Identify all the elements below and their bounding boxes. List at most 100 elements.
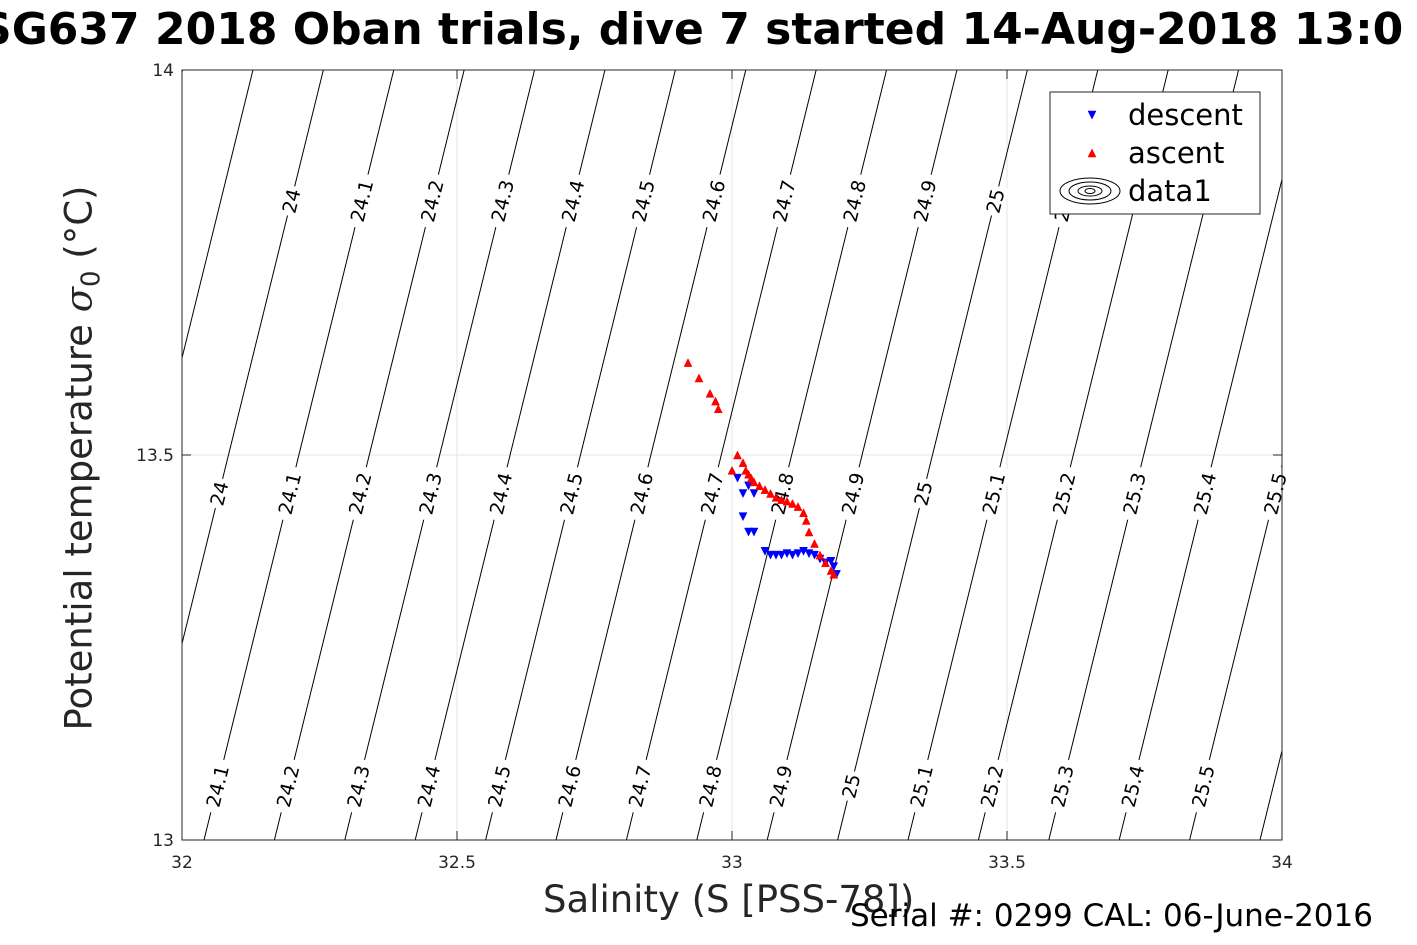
ascent-point [705,388,715,398]
contour-label: 25 [980,183,1010,219]
ascent-point [727,465,737,475]
legend-ascent-label: ascent [1128,136,1224,170]
contour-label-bg [1115,757,1150,815]
contour-label-bg [1187,464,1222,523]
contour-label-bg [980,183,1010,219]
ascent-point [801,515,811,525]
descent-point [766,550,775,560]
contour-label-bg [907,172,942,230]
contour-label-bg [766,172,802,230]
contour-line [182,70,254,361]
contour-label-bg [1185,757,1221,815]
ascent-point [793,502,803,511]
legend: descent ascent data1 [1049,91,1261,215]
x-tick-label: 33 [721,853,743,873]
legend-contour-icon [1059,177,1121,205]
contour-label-bg [481,757,517,815]
contour-label-bg [765,464,800,523]
data-markers [683,358,841,579]
legend-contour-icon [1084,188,1096,194]
ascent-point [760,485,770,494]
ascent-point [694,373,704,383]
contour-label-bg [1117,464,1152,523]
ascent-point [799,508,808,517]
contour-line [1118,177,1282,840]
contour-label-bg [837,172,872,230]
contour-label-bg [342,464,377,523]
ascent-point [755,481,764,491]
legend-contour-icon [1077,185,1103,197]
contour-labels: 24 24.1 24.2 24.3 24.4 24.5 24.6 24.7 24.8 24.9 25… [200,172,1293,815]
x-tick-label: 34 [1271,853,1293,873]
contour-label-bg [692,757,728,815]
contour-label-bg [483,464,518,523]
contour-label-bg [976,464,1011,523]
contour-label-bg [836,768,866,804]
contour-label-bg [552,757,587,815]
contour-label-bg [908,476,938,511]
ascent-point [766,488,775,498]
legend-box [1049,91,1261,215]
contour-label-bg [555,172,590,230]
contour-label-bg [625,172,661,230]
descent-point [771,550,781,560]
contour-label-bg [200,757,235,815]
contour-label-bg [411,757,446,815]
y-tick-label: 14 [152,61,174,81]
contour-label: 24.7 [766,172,802,230]
ascent-point [788,498,797,508]
descent-point [733,473,742,483]
ascent-point [749,477,759,487]
contour-label: 24.3 [340,757,376,815]
ascent-point [782,496,792,506]
contour-label-bg [696,172,731,230]
descent-point [749,527,759,537]
legend-contour-icon [1068,181,1112,201]
descent-point [744,527,753,537]
descent-point [738,489,748,499]
y-axis-label: Potential temperature σ0 (°C) [57,185,107,731]
legend-ascent-icon [1087,148,1097,158]
ascent-point [733,450,742,460]
ascent-point [771,492,781,502]
legend-descent-icon [1087,110,1097,120]
contour-label-bg [763,757,798,815]
contour-label-bg [974,757,1009,815]
serial-annotation: Serial #: 0299 CAL: 06-June-2016 [850,898,1373,934]
y-tick-label: 13.5 [136,446,174,466]
x-tick-label: 32 [171,853,193,873]
contour-label-bg [622,757,657,815]
x-tick-label: 33.5 [988,853,1026,873]
legend-descent-label: descent [1128,98,1243,132]
contour-line [1330,70,1417,840]
ascent-point [713,404,723,414]
ascent-point [711,396,720,406]
ascent-point [821,558,830,568]
contour-label-bg [414,172,450,230]
contour-label: 24 [276,183,306,219]
contour-label-bg [624,464,659,523]
descent-point [826,557,836,566]
descent-point [793,549,803,559]
ascent-point [683,358,693,367]
contour-label-bg [276,183,306,219]
y-tick-label: 13 [152,831,174,851]
contour-label-bg [272,464,307,523]
descent-point [749,489,759,499]
contour-line [1259,748,1282,840]
contour-label-bg [1046,464,1081,523]
contour-label-bg [694,464,729,523]
ascent-point [815,550,825,560]
x-axis-label: Salinity (S [PSS-78]) [543,878,915,921]
descent-point [799,547,808,556]
ascent-point [738,458,748,467]
contour-label-bg [413,464,448,523]
contour-line [1189,462,1282,840]
descent-point [738,512,748,522]
contour-line [0,70,42,840]
contour-label-bg [835,464,870,523]
contour-label-bg [904,757,939,815]
x-tick-label: 32.5 [438,853,476,873]
ascent-point [829,569,839,579]
